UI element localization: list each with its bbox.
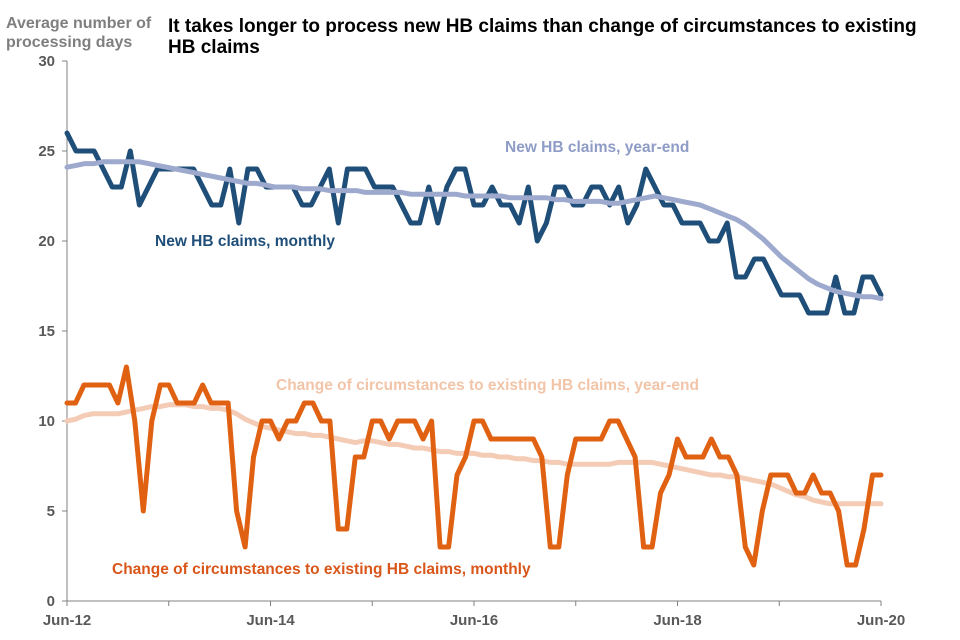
series-annotation-2: Change of circumstances to existing HB c… bbox=[276, 377, 699, 394]
series-annotation-3: Change of circumstances to existing HB c… bbox=[112, 561, 531, 578]
series-line-2 bbox=[64, 364, 884, 568]
series-line-3 bbox=[64, 402, 884, 507]
y-tick-label: 20 bbox=[38, 233, 55, 250]
series-line-0 bbox=[64, 130, 884, 316]
y-tick-label: 0 bbox=[47, 593, 55, 610]
y-tick-label: 30 bbox=[38, 53, 55, 70]
series-annotation-0: New HB claims, year-end bbox=[505, 139, 689, 156]
series-annotations: New HB claims, year-end New HB claims, mo… bbox=[112, 139, 699, 578]
y-axis-label: Average number of processing days bbox=[6, 15, 152, 51]
series-line-1 bbox=[64, 159, 884, 302]
x-tick-label: Jun-20 bbox=[857, 612, 905, 629]
x-tick-label: Jun-14 bbox=[246, 612, 295, 629]
x-tick-label: Jun-16 bbox=[450, 612, 498, 629]
x-tick-label: Jun-18 bbox=[653, 612, 701, 629]
chart-title: It takes longer to process new HB claims… bbox=[168, 16, 917, 58]
y-tick-label: 15 bbox=[38, 323, 55, 340]
y-tick-label: 5 bbox=[47, 503, 55, 520]
axes: 0 5 10 15 20 25 30 Jun-12 Jun-14 Jun-16 Jun-18 Jun-… bbox=[38, 53, 905, 629]
y-tick-label: 10 bbox=[38, 413, 55, 430]
series-lines bbox=[64, 130, 884, 568]
x-tick-label: Jun-12 bbox=[43, 612, 91, 629]
y-tick-label: 25 bbox=[38, 143, 55, 160]
series-annotation-1: New HB claims, monthly bbox=[155, 233, 335, 250]
